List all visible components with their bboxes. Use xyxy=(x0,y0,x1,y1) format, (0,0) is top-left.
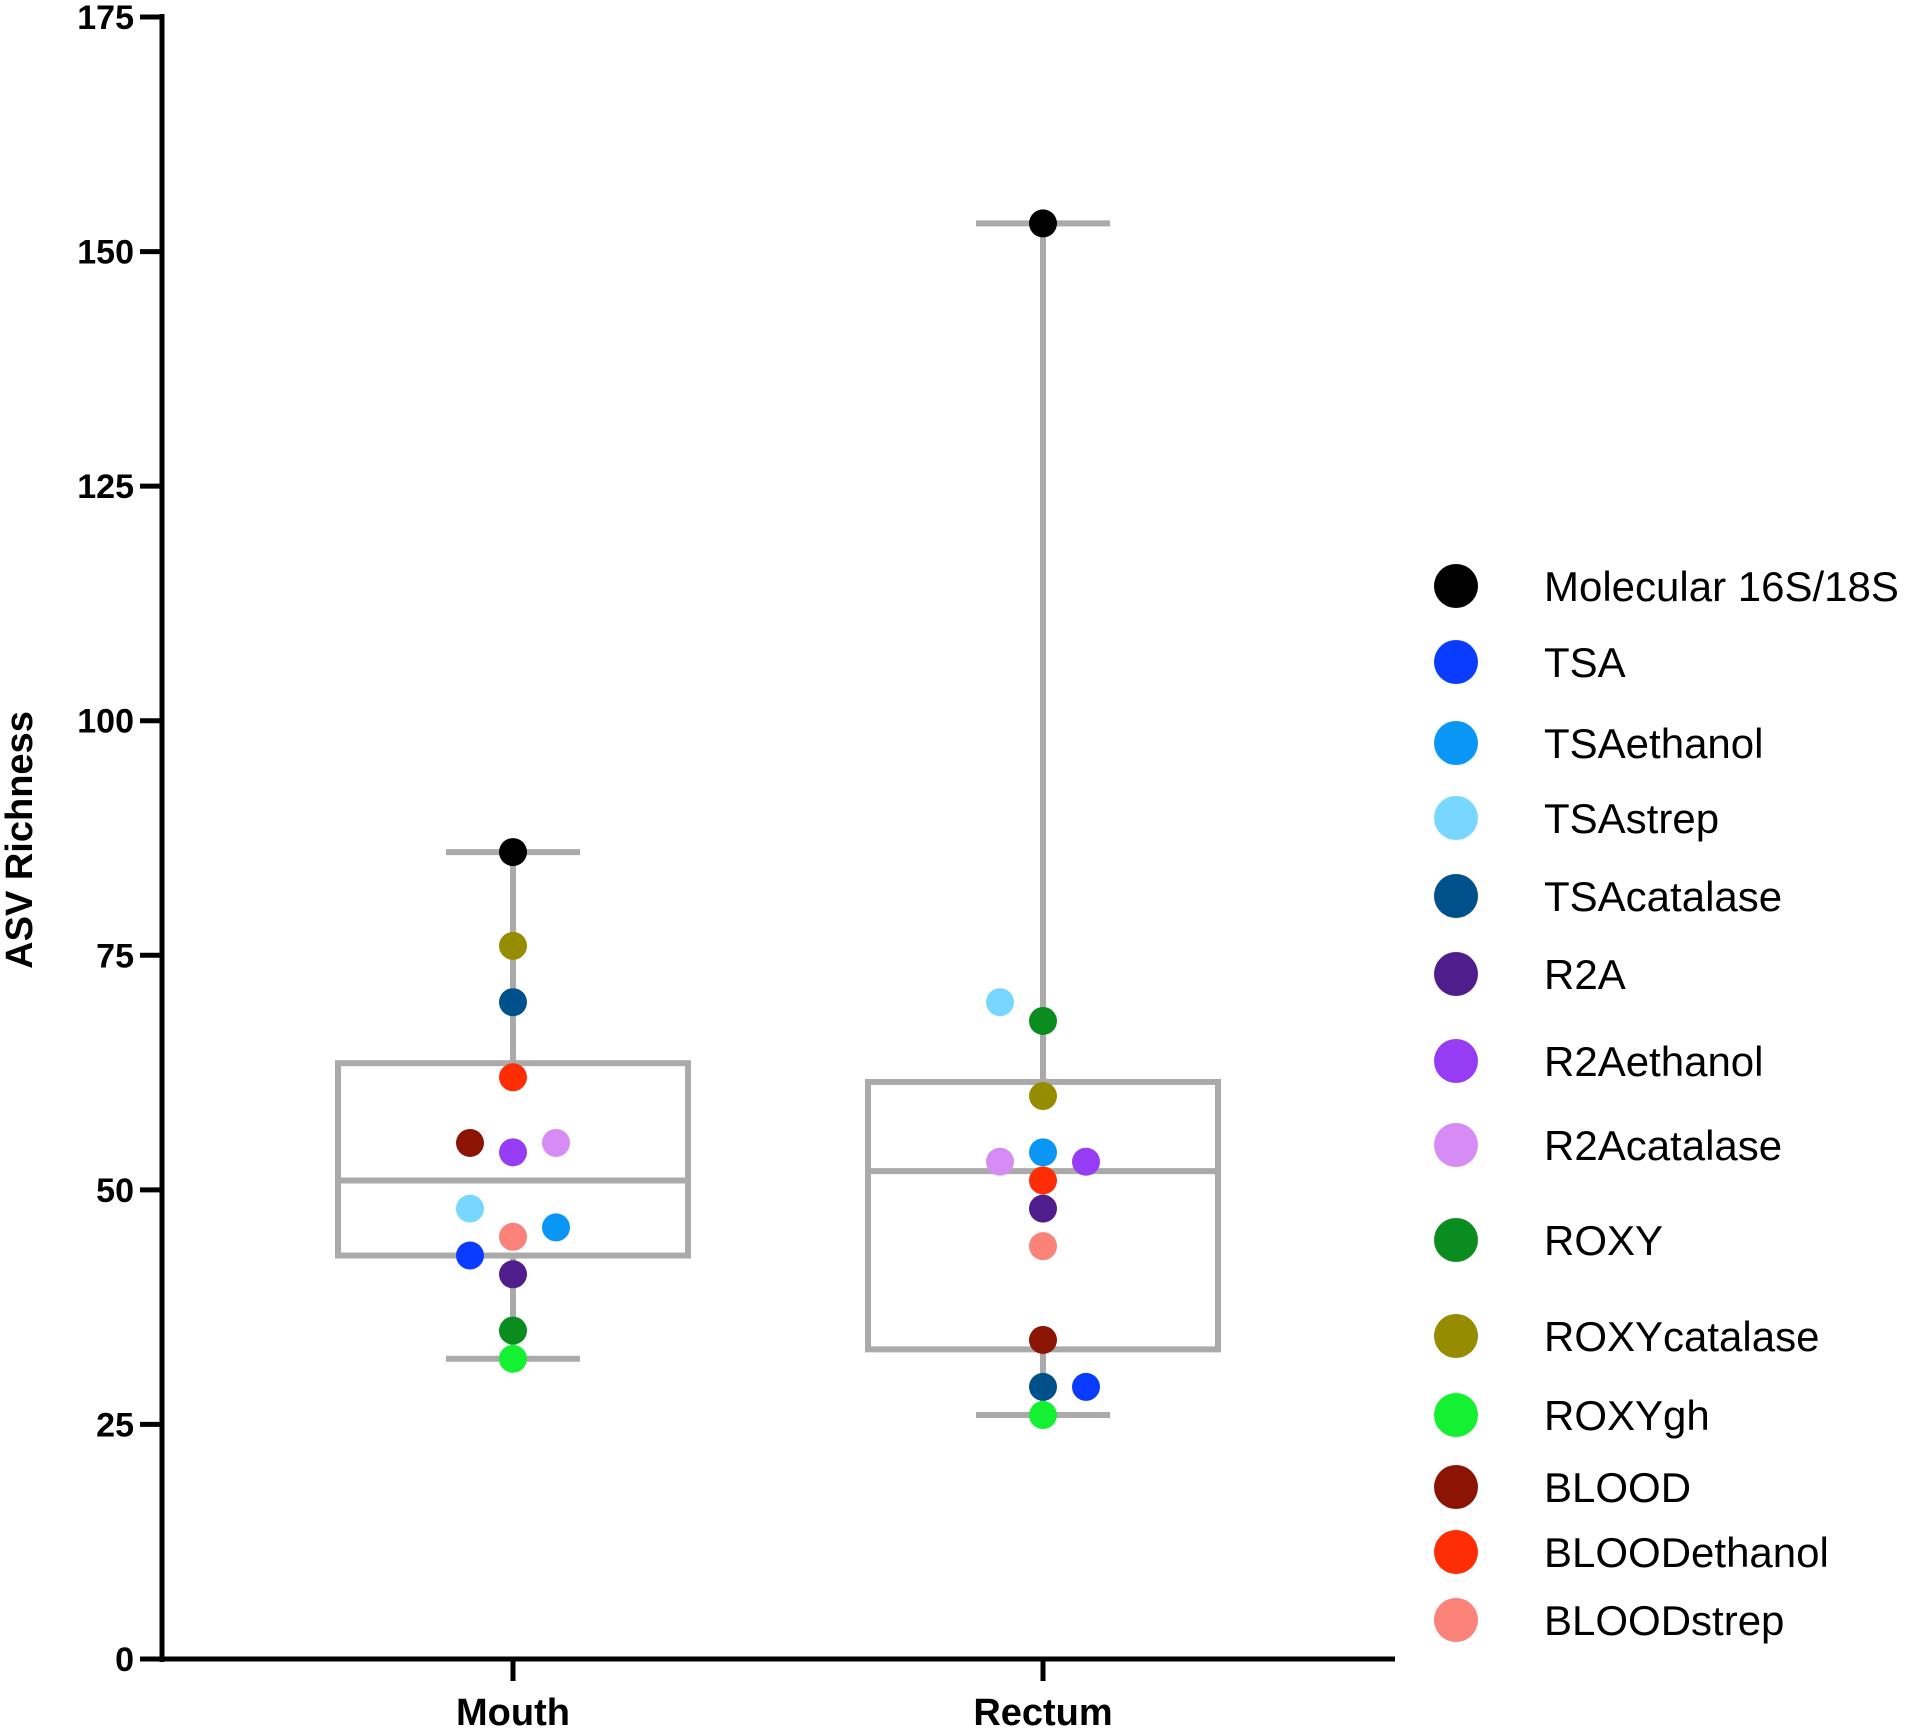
legend-label: ROXYgh xyxy=(1544,1392,1710,1439)
data-point xyxy=(542,1213,570,1242)
iqr-box xyxy=(335,1060,691,1259)
data-point xyxy=(1029,1082,1057,1111)
legend-item: TSA xyxy=(1434,639,1626,686)
y-tick-label: 150 xyxy=(77,234,134,272)
data-point xyxy=(1029,1232,1057,1261)
legend-marker xyxy=(1434,721,1478,765)
legend-item: TSAcatalase xyxy=(1434,873,1782,920)
data-point xyxy=(1029,1325,1057,1354)
legend-marker xyxy=(1434,874,1478,918)
legend-item: R2A xyxy=(1434,951,1626,998)
legend-item: R2Acatalase xyxy=(1434,1122,1782,1169)
data-point xyxy=(1029,1401,1057,1430)
legend-marker xyxy=(1434,952,1478,996)
legend-label: BLOODethanol xyxy=(1544,1529,1829,1576)
legend-label: Molecular 16S/18S xyxy=(1544,563,1899,610)
data-point xyxy=(456,1128,484,1157)
y-tick-label: 50 xyxy=(96,1172,134,1210)
data-point xyxy=(499,1222,527,1251)
legend-marker xyxy=(1434,640,1478,684)
legend-label: R2A xyxy=(1544,951,1626,998)
y-tick-label: 25 xyxy=(96,1406,134,1444)
legend-label: TSAcatalase xyxy=(1544,873,1782,920)
y-tick-label: 100 xyxy=(77,703,134,741)
y-tick-label: 0 xyxy=(115,1641,134,1679)
data-point xyxy=(499,1260,527,1289)
legend-item: TSAstrep xyxy=(1434,795,1719,842)
legend-item: BLOODstrep xyxy=(1434,1597,1784,1644)
data-point xyxy=(986,988,1014,1017)
data-point xyxy=(499,1063,527,1092)
box-mouth xyxy=(335,849,691,1362)
data-point xyxy=(1029,1166,1057,1195)
legend: Molecular 16S/18S TSA TSAethanol TSAstrep TS… xyxy=(1434,563,1899,1644)
legend-label: R2Aethanol xyxy=(1544,1038,1764,1085)
data-point xyxy=(456,1241,484,1270)
data-point xyxy=(499,838,527,867)
legend-item: ROXY xyxy=(1434,1217,1663,1264)
legend-marker xyxy=(1434,1218,1478,1262)
legend-label: TSAstrep xyxy=(1544,795,1719,842)
y-tick-label: 175 xyxy=(77,0,134,37)
legend-item: ROXYgh xyxy=(1434,1392,1710,1439)
legend-marker xyxy=(1434,1465,1478,1509)
legend-item: R2Aethanol xyxy=(1434,1038,1764,1085)
legend-marker xyxy=(1434,1393,1478,1437)
legend-label: TSA xyxy=(1544,639,1626,686)
data-point xyxy=(499,1138,527,1167)
x-tick-label: Mouth xyxy=(456,1692,570,1730)
legend-label: BLOODstrep xyxy=(1544,1597,1784,1644)
data-point xyxy=(499,988,527,1017)
y-tick-label: 75 xyxy=(96,937,134,975)
data-point xyxy=(499,1344,527,1373)
data-point xyxy=(542,1128,570,1157)
y-tick-label: 125 xyxy=(77,468,134,506)
legend-marker xyxy=(1434,564,1478,608)
data-point xyxy=(1029,1006,1057,1035)
legend-label: R2Acatalase xyxy=(1544,1122,1782,1169)
data-point xyxy=(986,1147,1014,1176)
data-point xyxy=(499,931,527,960)
data-point xyxy=(1029,1372,1057,1401)
legend-label: ROXYcatalase xyxy=(1544,1313,1819,1360)
legend-marker xyxy=(1434,796,1478,840)
y-axis-title: ASV Richness xyxy=(0,711,41,969)
axes-layer: 0 25 50 75 100 125 150 175 Mouth Rectum xyxy=(77,0,1395,1730)
legend-marker xyxy=(1434,1530,1478,1574)
data-point xyxy=(499,1316,527,1345)
points-layer xyxy=(456,209,1100,1430)
data-point xyxy=(1029,209,1057,238)
data-point xyxy=(1072,1372,1100,1401)
legend-marker xyxy=(1434,1314,1478,1358)
data-point xyxy=(456,1194,484,1223)
x-tick-label: Rectum xyxy=(973,1692,1112,1730)
legend-label: TSAethanol xyxy=(1544,720,1763,767)
legend-item: BLOODethanol xyxy=(1434,1529,1829,1576)
legend-item: ROXYcatalase xyxy=(1434,1313,1819,1360)
data-point xyxy=(1029,1138,1057,1167)
data-point xyxy=(1029,1194,1057,1223)
legend-marker xyxy=(1434,1039,1478,1083)
boxes-layer xyxy=(335,220,1221,1419)
legend-item: TSAethanol xyxy=(1434,720,1763,767)
legend-item: Molecular 16S/18S xyxy=(1434,563,1899,610)
legend-label: ROXY xyxy=(1544,1217,1663,1264)
data-point xyxy=(1072,1147,1100,1176)
legend-label: BLOOD xyxy=(1544,1464,1691,1511)
legend-marker xyxy=(1434,1123,1478,1167)
legend-marker xyxy=(1434,1598,1478,1642)
legend-item: BLOOD xyxy=(1434,1464,1691,1511)
